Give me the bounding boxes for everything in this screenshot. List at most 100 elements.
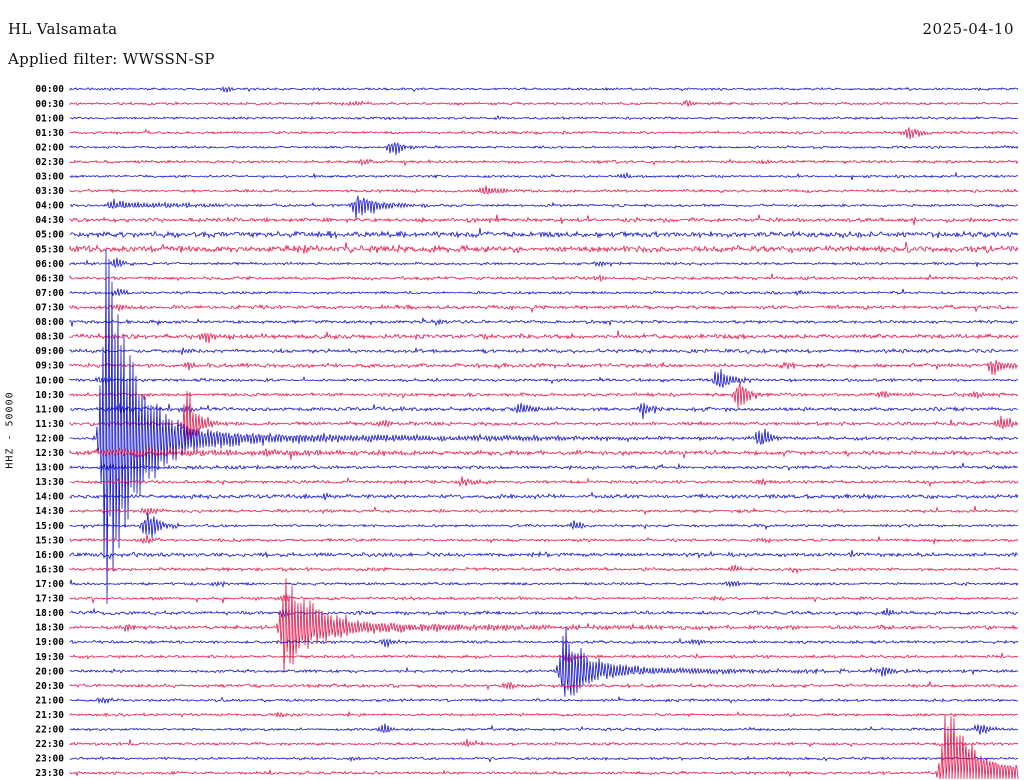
time-label: 18:00 [35, 608, 64, 619]
time-label: 13:30 [35, 477, 64, 488]
trace-11:00 [69, 402, 1019, 420]
trace-08:30 [69, 330, 1019, 344]
time-label: 07:00 [35, 288, 64, 299]
time-label: 23:30 [35, 768, 64, 779]
time-label: 01:00 [35, 113, 64, 124]
trace-17:30 [69, 594, 1019, 604]
time-label: 02:30 [35, 157, 64, 168]
trace-07:00 [69, 288, 1019, 297]
trace-16:00 [69, 549, 1019, 561]
trace-03:00 [69, 171, 1019, 181]
time-label: 22:00 [35, 725, 64, 736]
time-label: 23:00 [35, 754, 64, 765]
trace-13:00 [69, 462, 1019, 472]
trace-12:00 [69, 249, 1019, 604]
time-label: 08:00 [35, 317, 64, 328]
time-label: 07:30 [35, 303, 64, 314]
trace-18:30 [69, 578, 1019, 673]
time-label: 14:00 [35, 492, 64, 503]
time-label: 05:30 [35, 244, 64, 255]
time-label: 00:00 [35, 84, 64, 95]
trace-12:30 [69, 447, 1019, 460]
trace-01:00 [69, 114, 1019, 121]
trace-08:00 [69, 316, 1019, 327]
time-label: 22:30 [35, 739, 64, 750]
trace-21:30 [69, 710, 1019, 719]
trace-02:30 [69, 158, 1019, 167]
time-label: 21:00 [35, 695, 64, 706]
filter-label: Applied filter: WWSSN-SP [8, 50, 215, 68]
time-label: 19:30 [35, 652, 64, 663]
trace-06:30 [69, 273, 1019, 282]
time-label: 16:30 [35, 565, 64, 576]
trace-16:30 [69, 564, 1019, 575]
time-label: 17:30 [35, 594, 64, 605]
trace-05:30 [69, 241, 1019, 255]
time-label: 20:30 [35, 681, 64, 692]
trace-06:00 [69, 257, 1019, 269]
time-label: 06:30 [35, 273, 64, 284]
station-title: HL Valsamata [8, 20, 118, 38]
time-label: 09:00 [35, 346, 64, 357]
time-label: 15:00 [35, 521, 64, 532]
time-label: 12:30 [35, 448, 64, 459]
trace-09:00 [69, 346, 1019, 355]
time-label: 10:30 [35, 390, 64, 401]
trace-01:30 [69, 127, 1019, 140]
trace-20:00 [69, 626, 1019, 697]
time-label: 09:30 [35, 361, 64, 372]
time-label: 13:00 [35, 463, 64, 474]
time-label: 05:00 [35, 230, 64, 241]
trace-21:00 [69, 695, 1019, 705]
trace-10:00 [69, 369, 1019, 388]
trace-11:30 [69, 390, 1019, 445]
time-label: 17:00 [35, 579, 64, 590]
trace-23:30 [69, 714, 1019, 780]
trace-10:30 [69, 382, 1019, 408]
trace-15:00 [69, 513, 1019, 539]
trace-14:00 [69, 491, 1019, 501]
trace-05:00 [69, 227, 1019, 240]
time-label: 02:00 [35, 142, 64, 153]
time-label: 08:30 [35, 332, 64, 343]
trace-23:00 [69, 755, 1019, 763]
trace-00:00 [69, 86, 1019, 93]
trace-09:30 [69, 359, 1019, 375]
trace-13:30 [69, 476, 1019, 488]
time-label: 18:30 [35, 623, 64, 634]
date-label: 2025-04-10 [922, 20, 1014, 38]
time-label: 20:00 [35, 666, 64, 677]
trace-22:30 [69, 739, 1019, 748]
time-label: 12:00 [35, 434, 64, 445]
trace-04:00 [69, 195, 1019, 219]
time-label: 11:30 [35, 419, 64, 430]
trace-22:00 [69, 723, 1019, 735]
time-label: 19:00 [35, 637, 64, 648]
trace-15:30 [69, 534, 1019, 546]
time-label: 04:30 [35, 215, 64, 226]
trace-00:30 [69, 99, 1019, 107]
trace-03:30 [69, 185, 1019, 195]
time-label: 06:00 [35, 259, 64, 270]
time-label: 15:30 [35, 535, 64, 546]
trace-07:30 [69, 303, 1019, 314]
trace-19:30 [69, 651, 1019, 663]
time-label: 21:30 [35, 710, 64, 721]
time-label: 11:00 [35, 404, 64, 415]
trace-20:30 [69, 680, 1019, 691]
time-label: 14:30 [35, 506, 64, 517]
time-label: 16:00 [35, 550, 64, 561]
trace-04:30 [69, 214, 1019, 226]
trace-18:00 [69, 607, 1019, 618]
trace-19:00 [69, 637, 1019, 648]
time-label: 03:30 [35, 186, 64, 197]
time-label: 01:30 [35, 128, 64, 139]
trace-14:30 [69, 505, 1019, 516]
time-label: 00:30 [35, 99, 64, 110]
time-label: 03:00 [35, 172, 64, 183]
trace-17:00 [69, 579, 1019, 589]
time-label: 10:00 [35, 375, 64, 386]
time-label: 04:00 [35, 201, 64, 212]
